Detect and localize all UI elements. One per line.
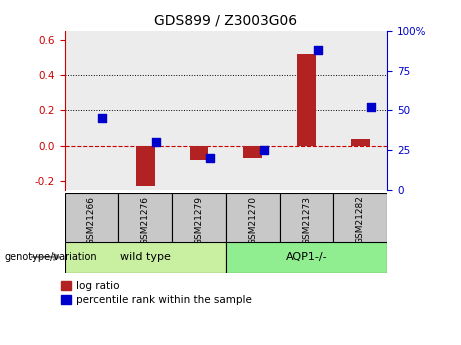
Bar bbox=[280, 193, 333, 242]
Bar bbox=[65, 241, 226, 273]
Text: genotype/variation: genotype/variation bbox=[5, 252, 97, 262]
Bar bbox=[65, 193, 118, 242]
Bar bbox=[333, 193, 387, 242]
Text: GSM21279: GSM21279 bbox=[195, 196, 203, 245]
Point bbox=[260, 147, 267, 153]
Bar bbox=[351, 139, 370, 146]
Text: wild type: wild type bbox=[120, 252, 171, 262]
Bar bbox=[136, 146, 154, 186]
Point bbox=[99, 116, 106, 121]
Bar bbox=[297, 54, 316, 146]
Bar bbox=[226, 241, 387, 273]
Bar bbox=[172, 193, 226, 242]
Text: GSM21270: GSM21270 bbox=[248, 196, 257, 245]
Bar bbox=[189, 146, 208, 160]
Bar bbox=[226, 193, 280, 242]
Text: GSM21266: GSM21266 bbox=[87, 196, 96, 245]
Point bbox=[207, 155, 214, 161]
Title: GDS899 / Z3003G06: GDS899 / Z3003G06 bbox=[154, 13, 297, 27]
Point bbox=[368, 105, 375, 110]
Point bbox=[153, 139, 160, 145]
Bar bbox=[118, 193, 172, 242]
Point bbox=[314, 47, 321, 53]
Legend: log ratio, percentile rank within the sample: log ratio, percentile rank within the sa… bbox=[60, 281, 252, 305]
Text: GSM21273: GSM21273 bbox=[302, 196, 311, 245]
Text: AQP1-/-: AQP1-/- bbox=[286, 252, 327, 262]
Bar bbox=[243, 146, 262, 158]
Text: GSM21282: GSM21282 bbox=[356, 196, 365, 245]
Text: GSM21276: GSM21276 bbox=[141, 196, 150, 245]
